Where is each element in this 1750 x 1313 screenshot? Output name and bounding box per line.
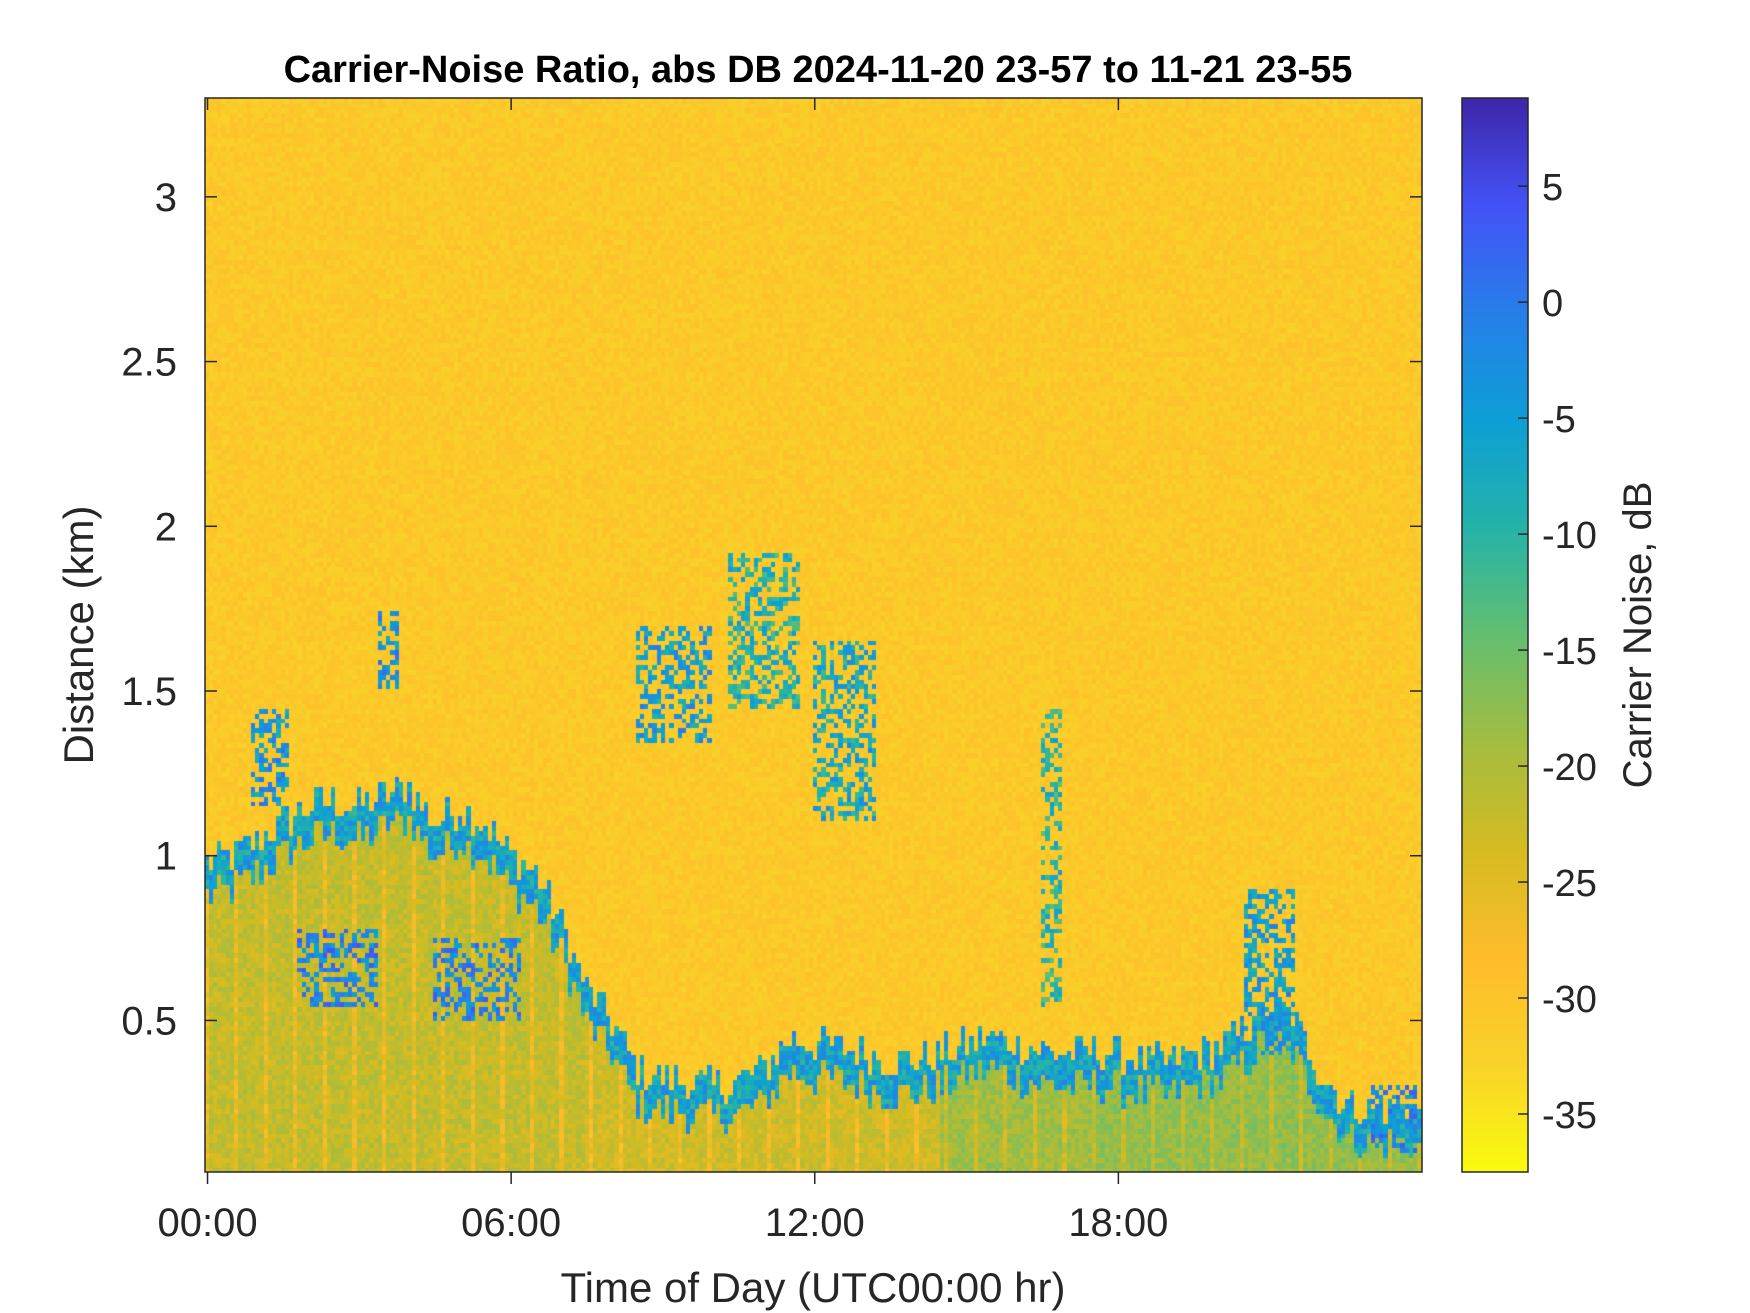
colorbar-tick-label: -20 (1542, 747, 1597, 789)
x-tick-label: 18:00 (1068, 1201, 1168, 1245)
x-tick-label: 06:00 (461, 1201, 561, 1245)
x-axis-label: Time of Day (UTC00:00 hr) (561, 1264, 1066, 1311)
colorbar-tick-label: 0 (1542, 283, 1563, 325)
colorbar-tick-label: -5 (1542, 399, 1576, 441)
colorbar-tick-label: -30 (1542, 979, 1597, 1021)
colorbar-tick-label: -25 (1542, 863, 1597, 905)
y-tick-label: 3 (155, 176, 177, 220)
chart-title: Carrier-Noise Ratio, abs DB 2024-11-20 2… (284, 49, 1353, 91)
x-axis: 00:00 06:00 12:00 18:00 (157, 98, 1168, 1245)
y-tick-label: 1 (155, 835, 177, 879)
y-axis-label: Distance (km) (55, 505, 102, 764)
colorbar-label: Carrier Noise, dB (1616, 482, 1660, 789)
y-tick-label: 1.5 (121, 670, 177, 714)
heatmap-plot-area (205, 98, 1422, 1172)
y-axis: 0.5 1 1.5 2 2.5 3 (121, 176, 1422, 1043)
x-tick-label: 00:00 (157, 1201, 257, 1245)
colorbar-tick-label: -35 (1542, 1095, 1597, 1137)
colorbar: -35 -30 -25 -20 -15 -10 -5 0 5 (1461, 97, 1597, 1173)
colorbar-tick-label: -10 (1542, 515, 1597, 557)
y-tick-label: 2.5 (121, 341, 177, 385)
colorbar-scale (1461, 97, 1529, 1173)
plot-frame (204, 97, 1423, 1173)
y-tick-label: 2 (155, 505, 177, 549)
colorbar-tick-label: -15 (1542, 631, 1597, 673)
x-tick-label: 12:00 (765, 1201, 865, 1245)
heatmap-image (205, 98, 1422, 1172)
y-tick-label: 0.5 (121, 999, 177, 1043)
colorbar-tick-label: 5 (1542, 167, 1563, 209)
